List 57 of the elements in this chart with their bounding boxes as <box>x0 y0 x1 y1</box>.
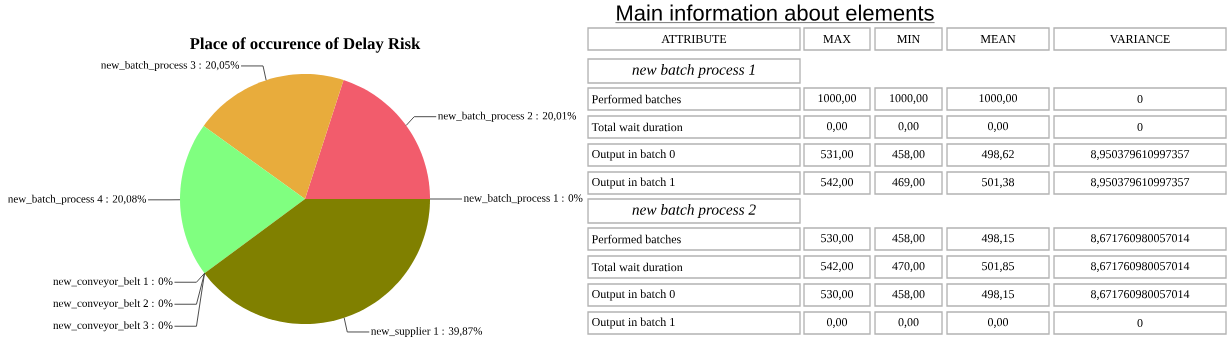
text: Main information about elements <box>617 4 934 21</box>
text: 530,00 <box>821 234 854 244</box>
text: 1000,00 <box>890 94 928 104</box>
legend-label: new_batch_process 1 : 0% <box>463 193 583 205</box>
category-label: MAX <box>823 35 851 43</box>
text: 498,62 <box>981 150 1014 160</box>
text: 0,00 <box>826 122 848 132</box>
text: 542,00 <box>821 178 854 188</box>
category-label: new_conveyor_belt 3 : 0% <box>53 321 173 332</box>
text: 0,00 <box>987 318 1009 328</box>
text: 470,00 <box>892 262 925 272</box>
category-label: Total wait duration <box>591 122 683 132</box>
slice-label: new_batch_process 3 : 20,05% <box>101 60 240 71</box>
category-label: Output in batch 1 <box>592 177 675 189</box>
text: 8,671760980057014 <box>1090 234 1190 244</box>
category-label: Output in batch 0 <box>592 289 675 301</box>
text: 1000,00 <box>979 94 1018 104</box>
text: 8,671760980057014 <box>1090 290 1190 300</box>
text: 0,00 <box>987 122 1009 132</box>
text: 0 <box>1137 122 1143 132</box>
slice-label: new_supplier 1 : 39,87% <box>371 326 483 337</box>
text: 542,00 <box>821 262 854 272</box>
text: 8,950379610997357 <box>1090 178 1190 188</box>
category-label: Performed batches <box>591 94 681 104</box>
text: 498,15 <box>981 290 1015 300</box>
category-label: Performed batches <box>591 234 681 244</box>
category-label: MIN <box>897 35 920 43</box>
category-label: new batch process 1 <box>632 64 755 78</box>
text: 469,00 <box>892 178 925 188</box>
category-label: new batch process 2 <box>632 204 756 218</box>
category-label: new_conveyor_belt 2 : 0% <box>53 299 173 310</box>
category-label: Total wait duration <box>591 262 683 272</box>
text: 501,85 <box>982 262 1015 272</box>
slice-label: new_batch_process 2 : 20,01% <box>438 111 577 122</box>
text: 0 <box>1137 318 1143 328</box>
category-label: Output in batch 1 <box>592 317 675 329</box>
category-label: VARIANCE <box>1109 34 1170 44</box>
text: ATTRIBUTE <box>661 34 727 44</box>
text: 8,950379610997357 <box>1090 150 1190 160</box>
text: 458,00 <box>892 234 925 244</box>
text: 530,00 <box>821 290 854 300</box>
slice-label: new_batch_process 4 : 20,08% <box>8 194 147 205</box>
text: 0,00 <box>898 318 919 328</box>
text: 458,00 <box>892 290 925 300</box>
text: 531,00 <box>821 150 854 160</box>
text: 501,38 <box>982 178 1015 188</box>
text: 0,00 <box>898 122 919 132</box>
text: 0,00 <box>826 318 848 328</box>
category-label: new_conveyor_belt 1 : 0% <box>53 277 173 288</box>
chart-title: Place of occurence of Delay Risk <box>189 37 421 53</box>
text: 8,671760980057014 <box>1090 262 1190 272</box>
text: 0 <box>1137 94 1143 104</box>
text: 458,00 <box>892 150 925 160</box>
text: 1000,00 <box>818 94 857 104</box>
category-label: MEAN <box>980 35 1016 43</box>
category-label: Output in batch 0 <box>592 149 675 161</box>
text: 498,15 <box>981 234 1015 244</box>
